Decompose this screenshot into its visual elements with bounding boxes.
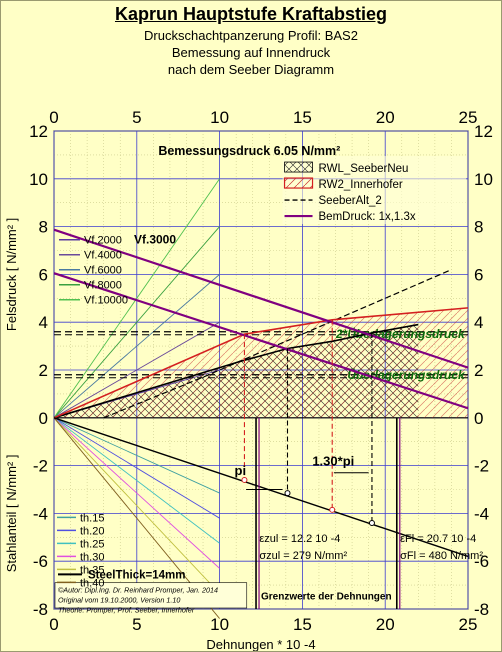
marker-point (368, 519, 375, 526)
steel-line (53, 417, 469, 558)
rw2-line (53, 307, 469, 419)
y-tick-label-left: 12 (29, 122, 48, 141)
rwl-line (53, 323, 419, 419)
x-tick-label-top: 10 (210, 108, 229, 127)
author-box (54, 582, 248, 609)
vf-legend-label: Vf.6000 (84, 265, 122, 277)
y-tick-label-right: -2 (474, 457, 489, 476)
x-tick-label-top: 20 (376, 108, 395, 127)
marker-point (284, 490, 291, 497)
vf-series-line (53, 226, 220, 419)
y-tick-label-left: 8 (39, 218, 48, 237)
marker-point (241, 476, 248, 483)
y-tick-label-left: 4 (39, 313, 48, 332)
y-tick-label-left: 2 (39, 361, 48, 380)
vf-series-line (53, 321, 220, 419)
overburden-2x-label: 2*Überlagerungsdruck (335, 326, 466, 341)
th-legend-label: th.15 (80, 512, 104, 524)
y-tick-label-right: -8 (474, 600, 489, 619)
legend-swatch-rw2 (283, 177, 314, 189)
pi13-label: 1.30*pi (312, 454, 354, 469)
y-tick-label-right: 0 (474, 409, 483, 428)
y-axis-label-top: Felsdruck [ N/mm² ] (4, 218, 19, 331)
bemdruck-line (53, 228, 469, 369)
rw2-hatched-area (54, 307, 468, 418)
x-tick-label-top: 15 (293, 108, 312, 127)
y-tick-label-right: -6 (474, 552, 489, 571)
y-tick-label-right: -4 (474, 504, 489, 523)
eps-fl-label: εFl = 20.7 10 -4 (400, 533, 476, 545)
eps-zul-label: εzul = 12.2 10 -4 (259, 533, 340, 545)
y-tick-label-left: -4 (33, 504, 48, 523)
y-tick-label-right: 4 (474, 313, 483, 332)
y-tick-label-right: 6 (474, 265, 483, 284)
y-tick-label-left: 6 (39, 265, 48, 284)
y-axis-label-bottom: Stahlanteil [ N/mm² ] (4, 455, 19, 573)
th-series-line (53, 417, 220, 494)
vf-legend-label: Vf.2000 (84, 235, 122, 247)
y-tick-label-right: 2 (474, 361, 483, 380)
x-tick-label-bottom: 10 (210, 615, 229, 634)
th-legend-label: th.20 (80, 525, 104, 537)
th-series-line (53, 417, 220, 594)
x-tick-label-top: 0 (49, 108, 58, 127)
chart-subtitle-2: Bemessung auf Innendruck (171, 45, 331, 60)
legend-label: BemDruck: 1x,1.3x (319, 211, 416, 223)
y-tick-label-left: -8 (33, 600, 48, 619)
y-tick-label-left: 0 (39, 409, 48, 428)
author-line: Original vom 19.10.2000, Version 1.10 (58, 596, 180, 605)
th-series-line (53, 417, 220, 569)
y-tick-label-right: 8 (474, 218, 483, 237)
steelthick-label: SteelThick=14mm (88, 569, 185, 581)
x-tick-label-bottom: 15 (293, 615, 312, 634)
x-tick-label-top: 25 (459, 108, 478, 127)
th-legend-label: th.30 (80, 551, 104, 563)
grenz-label: Grenzwerte der Dehnungen (261, 591, 392, 602)
y-tick-label-right: 12 (474, 122, 493, 141)
vf-legend-label: Vf.10000 (84, 295, 128, 307)
sigma-zul-label: σzul = 279 N/mm² (259, 550, 347, 562)
th-legend-label: th.25 (80, 538, 104, 550)
y-tick-label-left: -2 (33, 457, 48, 476)
author-line: ©Autor: Dipl.Ing. Dr. Reinhard Promper, … (58, 586, 218, 595)
legend-swatch-rwl (284, 161, 313, 173)
chart-subtitle-3: nach dem Seeber Diagramm (167, 62, 335, 77)
chart-title: Kaprun Hauptstufe Kraftabstieg (114, 4, 388, 24)
vf-highlight-label: Vf.3000 (134, 233, 176, 247)
y-tick-label-left: -6 (33, 552, 48, 571)
vf-legend-label: Vf.4000 (84, 250, 122, 262)
legend-box (282, 156, 466, 225)
legend-label: RWL_SeeberNeu (319, 163, 409, 175)
pi-label: pi (235, 463, 247, 478)
chart-subtitle-1: Druckschachtpanzerung Profil: BAS2 (144, 28, 358, 43)
legend-label: RW2_Innerhofer (319, 179, 403, 191)
marker-point (329, 506, 336, 513)
th-legend-label: th.35 (80, 564, 104, 576)
sigma-fl-label: σFl = 480 N/mm² (400, 550, 483, 562)
th-legend-label: th.40 (80, 577, 104, 589)
vf-series-line (53, 274, 220, 419)
vf-legend-label: Vf.8000 (84, 280, 122, 292)
author-line: Theorie: Promper, Prof. Seeber, Innerhof… (58, 606, 195, 615)
y-tick-label-right: 10 (474, 170, 493, 189)
bemdruck-line (53, 272, 469, 410)
th-series-line (53, 417, 220, 544)
x-tick-label-bottom: 5 (132, 615, 141, 634)
x-axis-label: Dehnungen * 10 -4 (206, 637, 315, 651)
x-tick-label-top: 5 (132, 108, 141, 127)
x-tick-label-bottom: 0 (49, 615, 58, 634)
legend-label: SeeberAlt_2 (319, 195, 382, 207)
x-tick-label-bottom: 25 (459, 615, 478, 634)
y-tick-label-left: 10 (29, 170, 48, 189)
th-series-line (53, 417, 220, 519)
bemessungsdruck-label: Bemessungsdruck 6.05 N/mm² (158, 144, 340, 158)
x-tick-label-bottom: 20 (376, 615, 395, 634)
